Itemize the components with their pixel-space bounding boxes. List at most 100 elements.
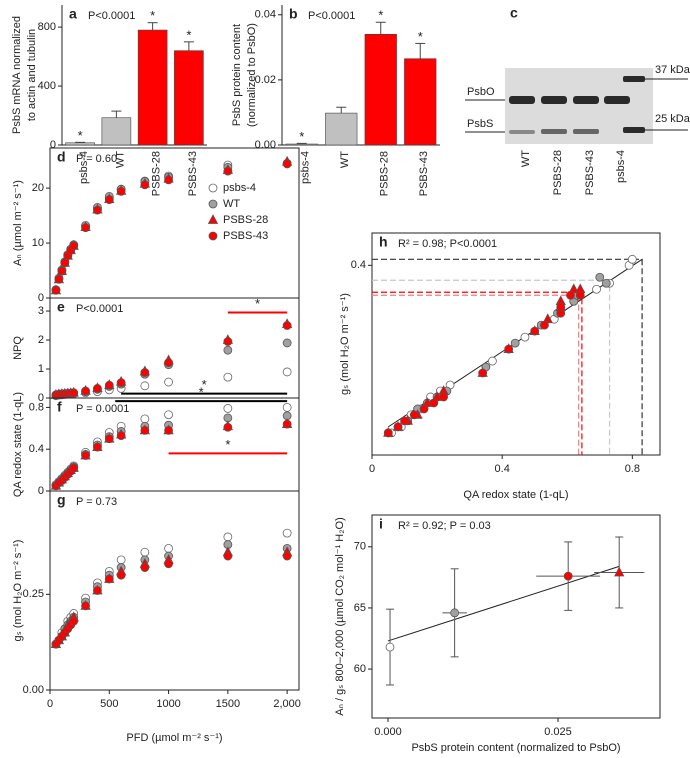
y-axis-label: gₛ (mol H₂O m⁻² s⁻¹) <box>339 293 351 395</box>
bar <box>101 117 132 146</box>
annotation: P = 0.0001 <box>76 403 129 415</box>
x-tick-label: 0.025 <box>544 726 572 738</box>
x-tick-label: 1500 <box>216 698 240 710</box>
x-axis-label: PsbS protein content (normalized to PsbO… <box>411 742 620 754</box>
ladder-band <box>623 76 645 82</box>
y-tick-label: 0.00 <box>255 139 276 151</box>
x-tick-label: 0.000 <box>374 726 402 738</box>
significance-label: * <box>150 8 155 23</box>
y-tick-label: 0 <box>38 292 44 304</box>
significance-label: * <box>199 385 204 400</box>
x-axis-label: QA redox state (1-qL) <box>463 489 568 501</box>
panel-label: a <box>69 6 77 22</box>
x-tick-label: PSBS-43 <box>418 151 430 196</box>
x-tick-label: 0 <box>369 463 375 475</box>
ladder-band <box>623 127 645 133</box>
data-point <box>530 326 540 336</box>
x-tick-label: WT <box>339 151 351 168</box>
data-point <box>419 404 429 414</box>
reference-line <box>372 258 643 455</box>
significance-label: * <box>78 128 83 143</box>
western-blot: c PsbO PsbS 37 kDa 25 kDa WT PSBS-28 PSB… <box>465 5 690 195</box>
data-point <box>282 528 292 538</box>
data-point <box>409 410 419 420</box>
band <box>573 96 599 104</box>
panel-label: h <box>379 234 388 250</box>
bar <box>137 29 168 146</box>
y-tick-label: 3 <box>38 305 44 317</box>
x-tick-label: PSBS-28 <box>151 151 163 196</box>
data-point <box>393 422 403 432</box>
legend-label: PSBS-43 <box>223 230 268 242</box>
reference-line <box>372 279 611 455</box>
y-axis-label: QA redox state (1-qL) <box>12 392 24 497</box>
band <box>604 96 630 104</box>
data-point <box>223 422 233 432</box>
annotation: P = 0.73 <box>76 496 117 508</box>
data-point <box>116 555 126 565</box>
data-point <box>450 608 460 618</box>
data-point <box>140 381 150 391</box>
x-tick-label: 1000 <box>156 698 180 710</box>
data-point <box>282 321 292 330</box>
data-point <box>93 586 102 595</box>
data-point <box>69 388 79 398</box>
annotation: P<0.0001 <box>308 10 355 22</box>
y-tick-label: 0 <box>50 139 56 151</box>
y-axis-label: Aₙ (µmol m⁻² s⁻¹) <box>12 180 24 266</box>
data-point <box>223 532 233 542</box>
y-tick-label: 0.04 <box>255 9 276 21</box>
x-tick-label: 500 <box>100 698 118 710</box>
annotation: R² = 0.98; P<0.0001 <box>398 238 497 250</box>
data-point <box>601 278 611 288</box>
data-point <box>282 338 292 348</box>
y-axis-label: NPQ <box>12 336 24 360</box>
data-point <box>104 574 114 584</box>
annotation: P = 0.60 <box>76 153 117 165</box>
y-tick-label: 10 <box>32 237 44 249</box>
x-axis-label: PFD (µmol m⁻² s⁻¹) <box>126 732 222 744</box>
data-point <box>140 425 150 435</box>
panel-label: d <box>57 149 66 165</box>
data-point <box>575 290 585 300</box>
data-point <box>563 571 573 581</box>
x-tick-label: 0.8 <box>625 463 640 475</box>
panel-label: b <box>289 6 298 22</box>
significance-label: * <box>418 29 423 44</box>
y-axis-label: to actin and tubulin <box>26 29 38 121</box>
y-tick-label: 0 <box>38 485 44 497</box>
lane-label: psbs-4 <box>615 150 627 183</box>
data-point <box>164 358 173 368</box>
data-point <box>439 392 448 402</box>
marker-label: 37 kDa <box>655 64 690 76</box>
y-axis-label: (normalized to PsbO) <box>246 23 258 127</box>
bar <box>404 58 437 146</box>
data-point <box>207 214 219 224</box>
bar <box>364 34 397 146</box>
y-tick-label: 0.00 <box>23 684 44 696</box>
data-point <box>504 344 514 354</box>
reference-line <box>372 294 580 455</box>
data-point <box>223 345 233 355</box>
data-point <box>400 416 409 426</box>
significance-label: * <box>255 296 260 311</box>
data-point <box>104 380 114 390</box>
data-point <box>385 642 395 652</box>
significance-label: * <box>202 377 207 392</box>
y-tick-label: 0.25 <box>23 588 44 600</box>
y-tick-label: 0.4 <box>29 443 44 455</box>
lane-label: PSBS-28 <box>552 150 564 195</box>
data-point <box>164 559 173 569</box>
data-point <box>282 159 292 169</box>
data-point <box>223 337 233 346</box>
band <box>509 130 535 134</box>
legend-label: psbs-4 <box>223 182 256 194</box>
band <box>573 129 599 134</box>
data-point <box>140 563 150 572</box>
data-point <box>208 199 218 209</box>
y-axis-label: PsbS mRNA normalized <box>11 16 23 134</box>
y-tick-label: 400 <box>38 80 56 92</box>
data-point <box>81 601 90 611</box>
data-point <box>140 414 150 424</box>
